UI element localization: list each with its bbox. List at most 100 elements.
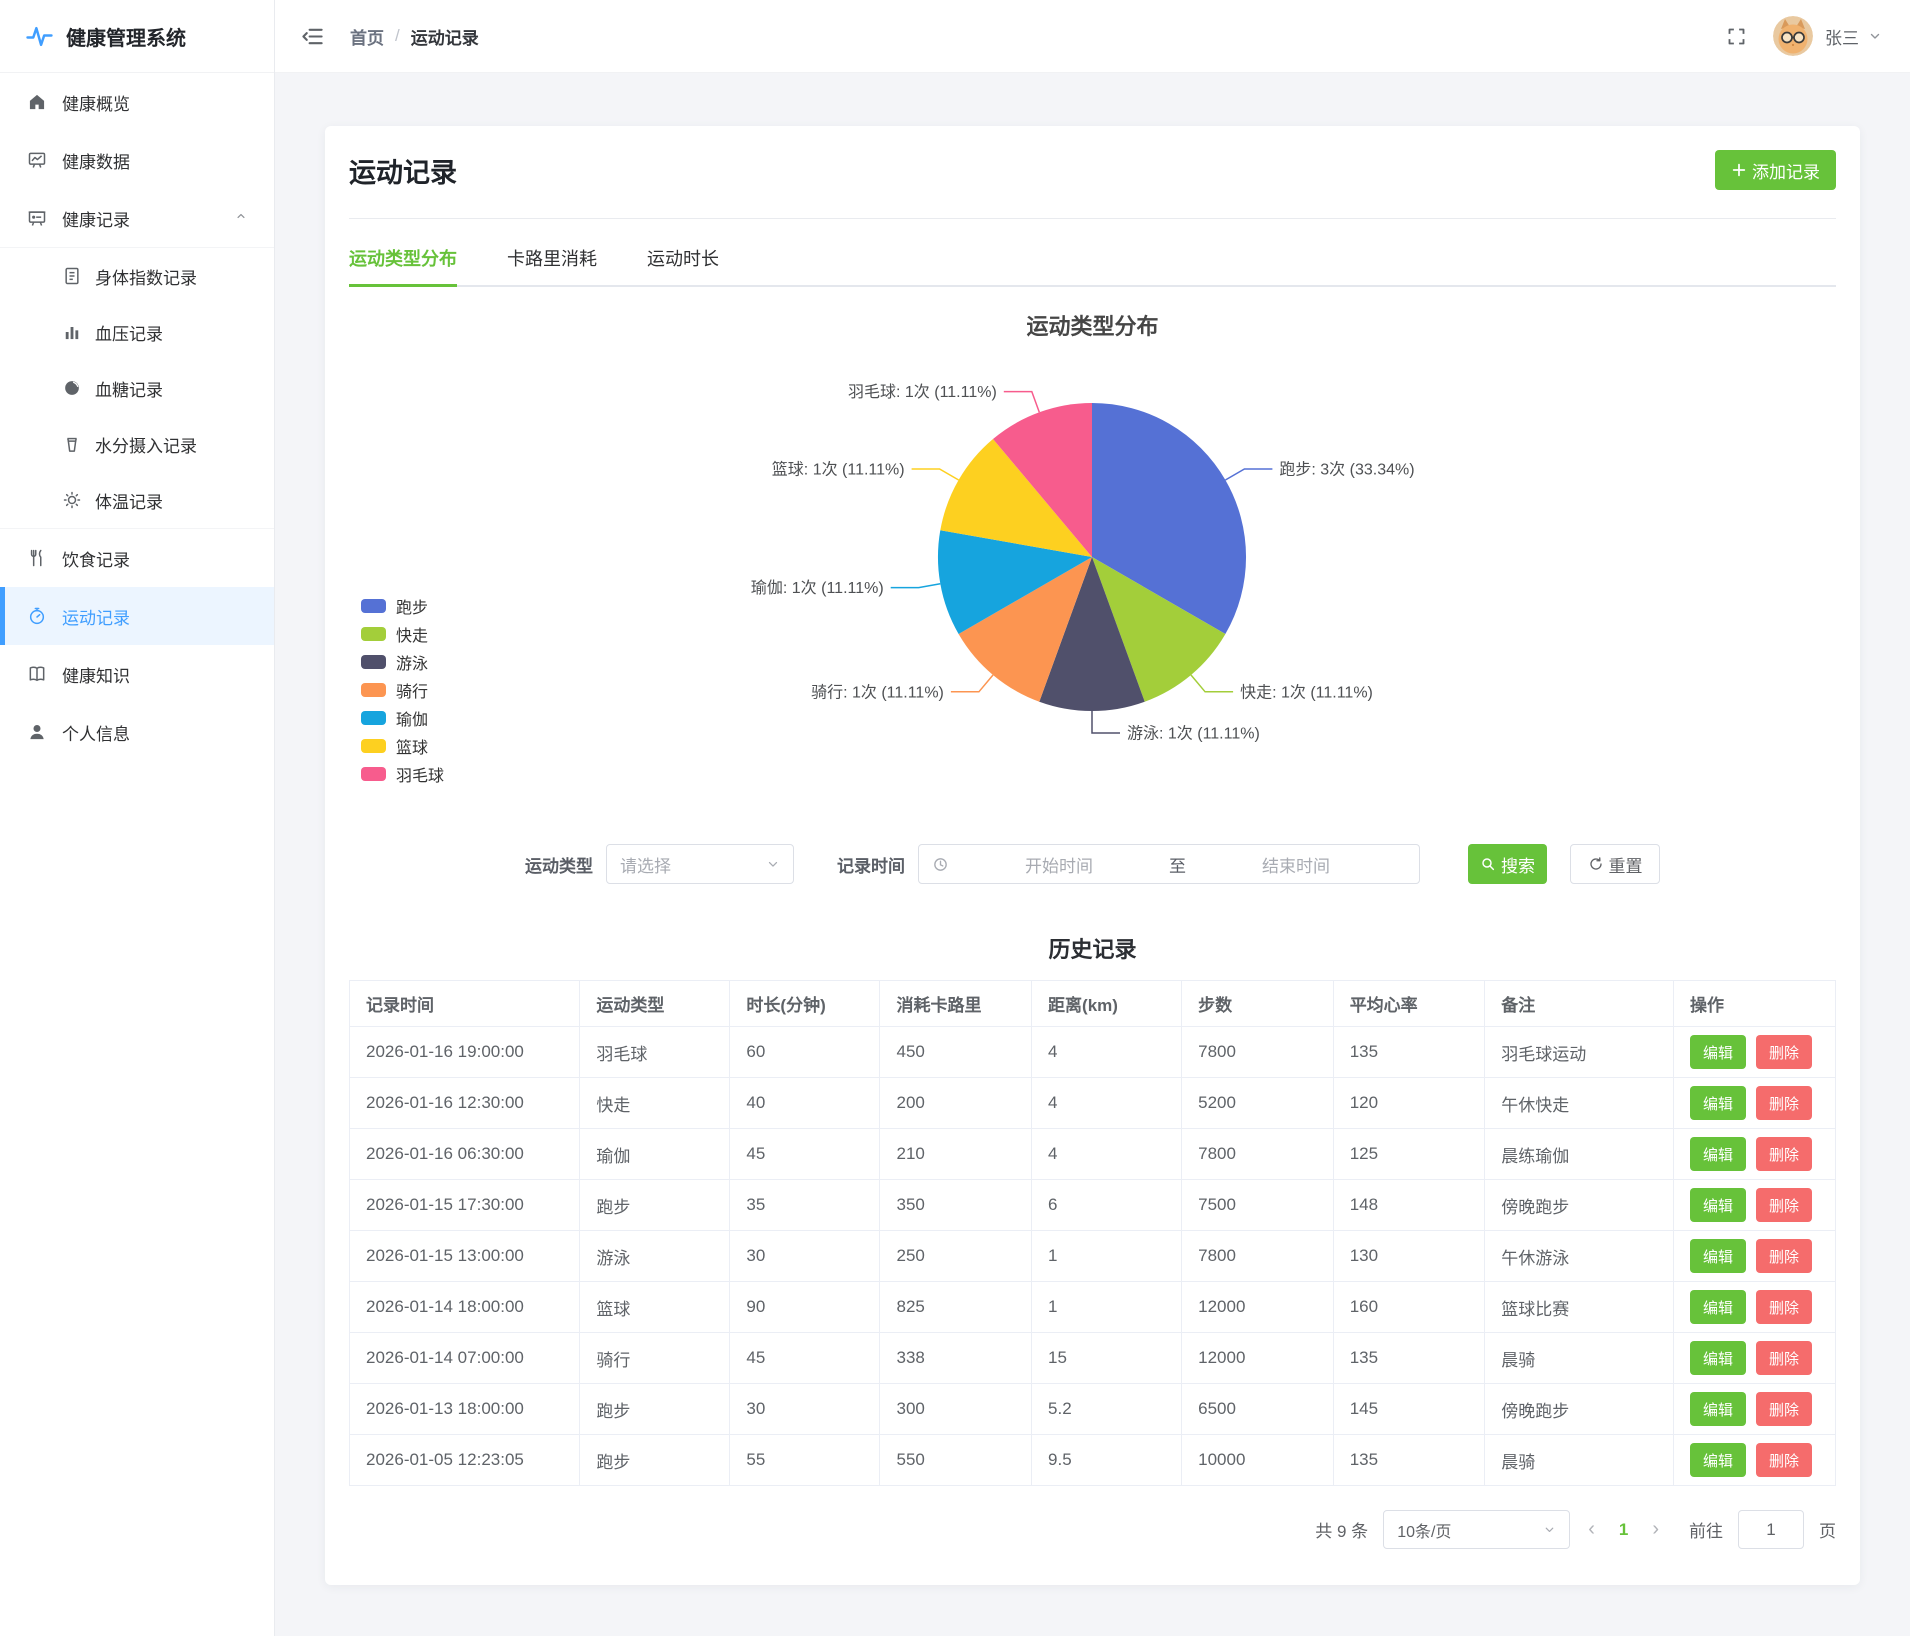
user-avatar[interactable] (1773, 16, 1813, 56)
search-button[interactable]: 搜索 (1468, 844, 1547, 884)
end-time-input[interactable]: 结束时间 (1262, 856, 1330, 876)
edit-button[interactable]: 编辑 (1689, 1137, 1746, 1171)
user-icon (27, 722, 47, 742)
edit-button[interactable]: 编辑 (1689, 1035, 1746, 1069)
chevron-down-icon (766, 857, 780, 871)
next-page-button[interactable]: › (1652, 1518, 1659, 1540)
user-name[interactable]: 张三 (1825, 28, 1859, 48)
legend-swatch (361, 627, 386, 641)
table-cell: 10000 (1181, 1434, 1334, 1486)
pie-label-line-跑步 (1225, 468, 1273, 481)
table-cell: 6 (1031, 1179, 1183, 1231)
table-cell: 45 (729, 1128, 881, 1180)
date-range-picker[interactable]: 开始时间 至 结束时间 (918, 844, 1420, 884)
col-exercise-type: 运动类型 (579, 980, 731, 1027)
topbar: 首页 / 运动记录 张三 (275, 0, 1910, 73)
sidebar-item-exercise-records[interactable]: 运动记录 (0, 587, 274, 645)
tab-exercise-duration[interactable]: 运动时长 (647, 249, 719, 269)
table-cell: 羽毛球 (579, 1026, 731, 1078)
pie-slice-游泳[interactable] (1039, 557, 1145, 711)
legend-item-快走[interactable]: 快走 (361, 623, 444, 645)
table-cell-actions: 编辑 删除 (1672, 1026, 1837, 1078)
table-cell: 55 (729, 1434, 881, 1486)
sidebar-item-health-knowledge[interactable]: 健康知识 (0, 645, 274, 703)
edit-button[interactable]: 编辑 (1689, 1239, 1746, 1273)
table-cell: 晨骑 (1484, 1332, 1674, 1384)
legend-item-跑步[interactable]: 跑步 (361, 595, 444, 617)
edit-button[interactable]: 编辑 (1689, 1341, 1746, 1375)
breadcrumb-home[interactable]: 首页 (350, 28, 384, 48)
table-cell: 瑜伽 (579, 1128, 731, 1180)
sidebar-item-health-data[interactable]: 健康数据 (0, 131, 274, 189)
table-cell: 250 (879, 1230, 1033, 1282)
delete-button[interactable]: 删除 (1755, 1392, 1812, 1426)
sidebar-item-health-records[interactable]: 健康记录 (0, 189, 274, 247)
chevron-down-icon (1543, 1523, 1556, 1536)
table-cell: 120 (1332, 1077, 1486, 1129)
pie-slice-骑行[interactable] (958, 557, 1092, 702)
app-title: 健康管理系统 (66, 27, 186, 50)
breadcrumb: 首页 / 运动记录 (350, 24, 479, 49)
col-remark: 备注 (1484, 980, 1674, 1027)
page-size-select[interactable]: 10条/页 (1383, 1510, 1571, 1549)
delete-button[interactable]: 删除 (1755, 1239, 1812, 1273)
sidebar-item-water-intake[interactable]: 水分摄入记录 (0, 416, 274, 472)
pagination: 共 9 条 10条/页 ‹ 1 › 前往 页 (349, 1510, 1836, 1549)
legend-item-骑行[interactable]: 骑行 (361, 679, 444, 701)
sidebar-item-label: 血糖记录 (95, 380, 163, 400)
sidebar-item-blood-pressure[interactable]: 血压记录 (0, 304, 274, 360)
sidebar-item-diet-records[interactable]: 饮食记录 (0, 529, 274, 587)
delete-button[interactable]: 删除 (1755, 1137, 1812, 1171)
sidebar-item-body-temperature[interactable]: 体温记录 (0, 472, 274, 528)
delete-button[interactable]: 删除 (1755, 1188, 1812, 1222)
table-cell: 30 (729, 1383, 881, 1435)
delete-button[interactable]: 删除 (1755, 1341, 1812, 1375)
tab-calorie-consumption[interactable]: 卡路里消耗 (507, 249, 597, 269)
table-cell: 晨练瑜伽 (1484, 1128, 1674, 1180)
delete-button[interactable]: 删除 (1755, 1035, 1812, 1069)
pie-label-line-瑜伽 (890, 582, 941, 589)
current-page[interactable]: 1 (1618, 1519, 1629, 1539)
pie-slice-羽毛球[interactable] (993, 403, 1092, 557)
sidebar-item-blood-sugar[interactable]: 血糖记录 (0, 360, 274, 416)
sidebar-item-personal-info[interactable]: 个人信息 (0, 703, 274, 761)
table-cell: 1 (1031, 1230, 1183, 1282)
delete-button[interactable]: 删除 (1755, 1290, 1812, 1324)
legend-label: 快走 (396, 628, 429, 645)
table-cell: 7800 (1181, 1230, 1334, 1282)
sidebar-item-label: 健康数据 (62, 152, 130, 172)
delete-button[interactable]: 删除 (1755, 1086, 1812, 1120)
sidebar-fold-icon[interactable] (301, 25, 324, 48)
tab-exercise-type-distribution[interactable]: 运动类型分布 (349, 245, 457, 287)
reset-button[interactable]: 重置 (1570, 844, 1660, 884)
legend-item-瑜伽[interactable]: 瑜伽 (361, 707, 444, 729)
pie-slice-跑步[interactable] (1092, 403, 1247, 634)
table-cell-actions: 编辑 删除 (1672, 1230, 1837, 1282)
goto-page-input[interactable] (1738, 1510, 1804, 1549)
edit-button[interactable]: 编辑 (1689, 1086, 1746, 1120)
edit-button[interactable]: 编辑 (1689, 1290, 1746, 1324)
chevron-down-icon[interactable] (1868, 29, 1882, 43)
table-cell: 7500 (1181, 1179, 1334, 1231)
reset-label: 重置 (1608, 856, 1643, 876)
pie-slice-快走[interactable] (1092, 557, 1226, 702)
edit-button[interactable]: 编辑 (1689, 1392, 1746, 1426)
pie-slice-篮球[interactable] (940, 439, 1092, 557)
fullscreen-icon[interactable] (1726, 26, 1747, 47)
pie-slice-瑜伽[interactable] (937, 530, 1092, 634)
legend-item-游泳[interactable]: 游泳 (361, 651, 444, 673)
legend-item-篮球[interactable]: 篮球 (361, 735, 444, 757)
sidebar-item-body-index[interactable]: 身体指数记录 (0, 248, 274, 304)
prev-page-button[interactable]: ‹ (1588, 1518, 1595, 1540)
col-steps: 步数 (1181, 980, 1334, 1027)
start-time-input[interactable]: 开始时间 (1025, 856, 1093, 876)
add-record-button[interactable]: 添加记录 (1715, 150, 1836, 190)
legend-item-羽毛球[interactable]: 羽毛球 (361, 763, 444, 785)
delete-button[interactable]: 删除 (1755, 1443, 1812, 1477)
edit-button[interactable]: 编辑 (1689, 1443, 1746, 1477)
card-header: 运动记录 添加记录 (349, 150, 1836, 219)
sidebar-item-health-overview[interactable]: 健康概览 (0, 73, 274, 131)
edit-button[interactable]: 编辑 (1689, 1188, 1746, 1222)
table-cell-actions: 编辑 删除 (1672, 1281, 1837, 1333)
exercise-type-select[interactable]: 请选择 (606, 844, 794, 884)
